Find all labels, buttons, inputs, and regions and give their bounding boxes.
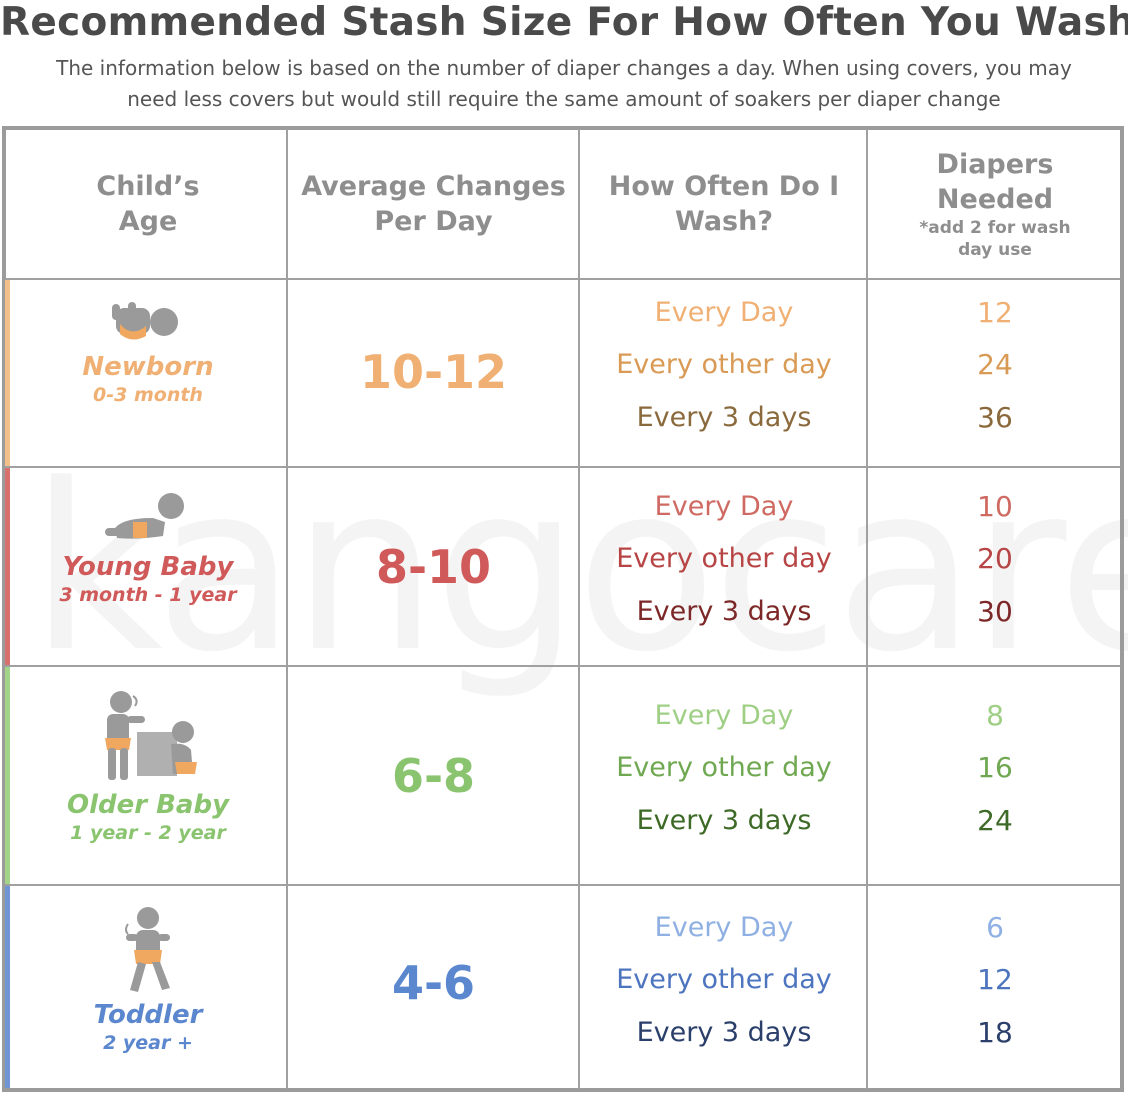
age-range: 0-3 month bbox=[93, 384, 203, 406]
column-divider bbox=[866, 129, 868, 1089]
age-name: Newborn bbox=[82, 352, 214, 382]
row-divider bbox=[5, 884, 1121, 886]
table-frame bbox=[2, 126, 1124, 1092]
header-avg-line-2: Per Day bbox=[374, 206, 493, 237]
older-baby-icon bbox=[105, 691, 197, 780]
row-accent-older-baby bbox=[5, 667, 10, 884]
frequency: Every 3 days bbox=[636, 402, 812, 433]
row-accent-newborn bbox=[5, 280, 10, 466]
age-name: Toddler bbox=[93, 1000, 203, 1030]
header-need-note-2: day use bbox=[958, 240, 1032, 260]
diapers-needed: 30 bbox=[977, 595, 1013, 628]
frequency: Every other day bbox=[616, 752, 832, 783]
toddler-walking-icon bbox=[125, 907, 170, 992]
row-divider bbox=[5, 466, 1121, 468]
header-age-line-1: Child’s bbox=[96, 171, 200, 202]
diapers-needed: 10 bbox=[977, 490, 1013, 523]
column-divider bbox=[286, 129, 288, 1089]
age-cell-toddler: Toddler 2 year + bbox=[10, 904, 286, 1056]
subtitle: The information below is based on the nu… bbox=[0, 53, 1128, 115]
age-cell-older-baby: Older Baby 1 year - 2 year bbox=[10, 688, 286, 846]
header-how-often-wash: How Often Do I Wash? bbox=[581, 130, 867, 278]
header-avg-line-1: Average Changes bbox=[301, 171, 566, 202]
age-name: Young Baby bbox=[62, 552, 234, 582]
header-need-note-1: *add 2 for wash bbox=[919, 218, 1071, 238]
page-title: Recommended Stash Size For How Often You… bbox=[0, 0, 1128, 45]
header-need-line-1: Diapers bbox=[936, 149, 1054, 180]
header-average-changes: Average Changes Per Day bbox=[289, 130, 578, 278]
header-childs-age: Child’s Age bbox=[10, 130, 286, 278]
header-diapers-needed: Diapers Needed *add 2 for wash day use bbox=[870, 130, 1120, 278]
age-range: 2 year + bbox=[103, 1032, 193, 1054]
age-name: Older Baby bbox=[66, 790, 230, 820]
row-divider bbox=[5, 278, 1121, 280]
diapers-needed: 24 bbox=[977, 348, 1013, 381]
diapers-needed: 24 bbox=[977, 804, 1013, 837]
diapers-needed: 8 bbox=[986, 699, 1004, 732]
diapers-needed: 36 bbox=[977, 401, 1013, 434]
diapers-needed: 18 bbox=[977, 1016, 1013, 1049]
header-age-line-2: Age bbox=[118, 206, 178, 237]
newborn-baby-icon bbox=[112, 302, 178, 340]
header-wash-line-1: How Often Do I bbox=[608, 171, 840, 202]
frequency: Every 3 days bbox=[636, 1017, 812, 1048]
header-wash-line-2: Wash? bbox=[675, 206, 773, 237]
crawling-baby-icon bbox=[105, 493, 184, 539]
frequency: Every Day bbox=[654, 912, 794, 943]
frequency: Every other day bbox=[616, 964, 832, 995]
diapers-needed: 6 bbox=[986, 911, 1004, 944]
row-accent-toddler bbox=[5, 886, 10, 1088]
age-cell-newborn: Newborn 0-3 month bbox=[10, 298, 286, 408]
avg-changes: 8-10 bbox=[375, 540, 492, 594]
frequency: Every 3 days bbox=[636, 596, 812, 627]
subtitle-line-1: The information below is based on the nu… bbox=[56, 56, 1072, 80]
subtitle-line-2: need less covers but would still require… bbox=[127, 87, 1001, 111]
diapers-needed: 16 bbox=[977, 751, 1013, 784]
avg-changes: 10-12 bbox=[359, 345, 508, 399]
avg-changes: 4-6 bbox=[391, 956, 476, 1010]
frequency: Every Day bbox=[654, 700, 794, 731]
header-need-line-2: Needed bbox=[936, 184, 1054, 215]
age-cell-young-baby: Young Baby 3 month - 1 year bbox=[10, 488, 286, 608]
diapers-needed: 12 bbox=[977, 963, 1013, 996]
row-divider bbox=[5, 665, 1121, 667]
frequency: Every other day bbox=[616, 543, 832, 574]
diapers-needed: 20 bbox=[977, 542, 1013, 575]
frequency: Every Day bbox=[654, 491, 794, 522]
diapers-needed: 12 bbox=[977, 296, 1013, 329]
age-range: 1 year - 2 year bbox=[70, 822, 226, 844]
frequency: Every other day bbox=[616, 349, 832, 380]
row-accent-young-baby bbox=[5, 468, 10, 665]
frequency: Every Day bbox=[654, 297, 794, 328]
frequency: Every 3 days bbox=[636, 805, 812, 836]
column-divider bbox=[578, 129, 580, 1089]
avg-changes: 6-8 bbox=[391, 749, 476, 803]
age-range: 3 month - 1 year bbox=[59, 584, 237, 606]
